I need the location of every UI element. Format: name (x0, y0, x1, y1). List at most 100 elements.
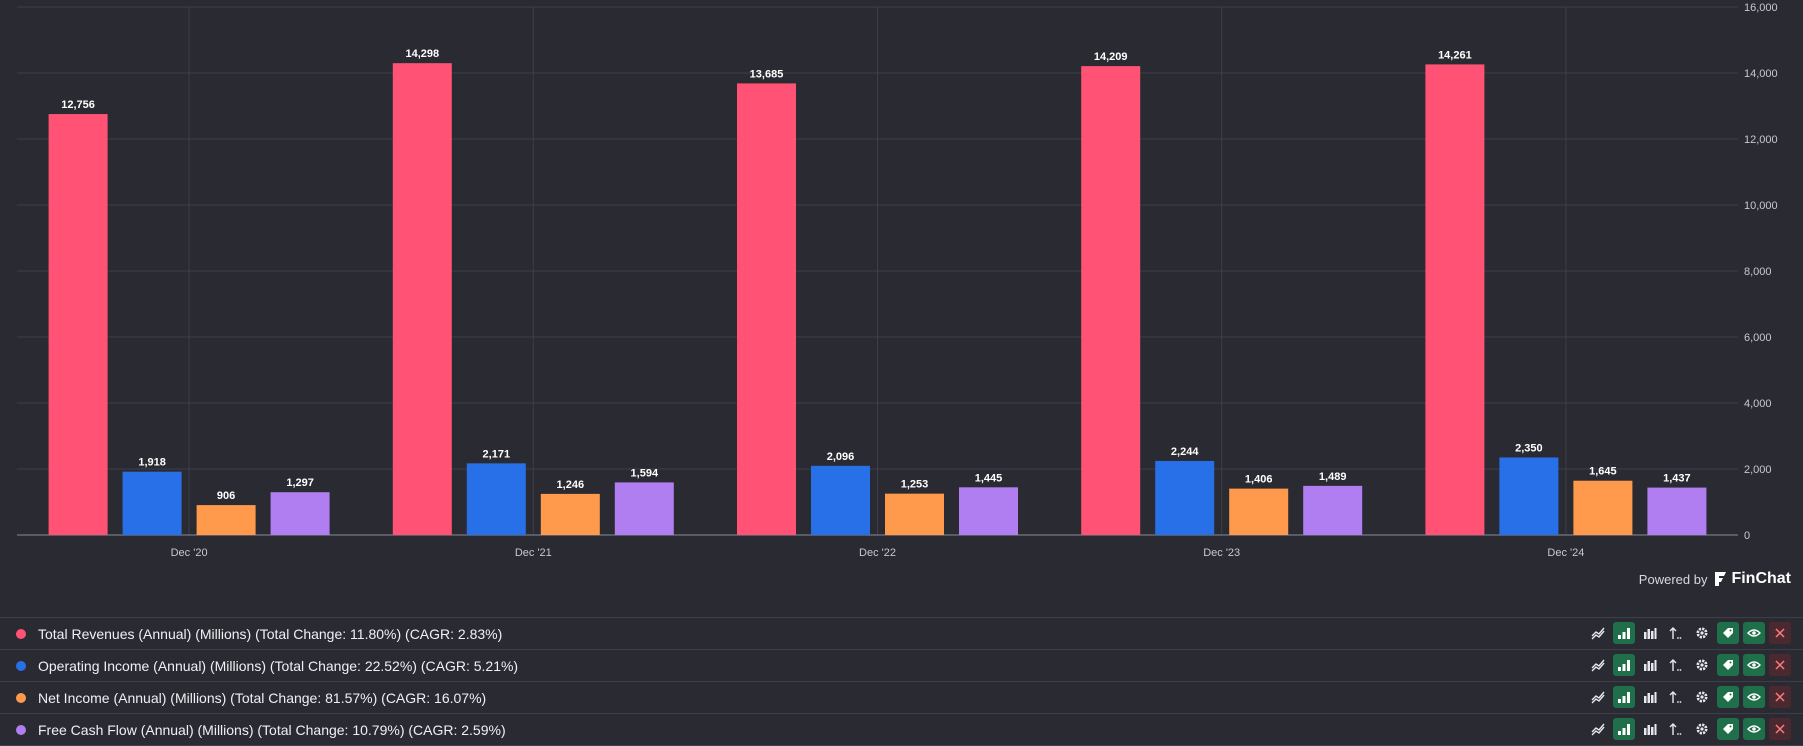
bar (48, 114, 108, 535)
bar (466, 463, 526, 535)
data-label: 1,594 (631, 467, 659, 479)
finchat-logo-icon (1715, 572, 1727, 586)
y-tick-label: 10,000 (1744, 200, 1778, 212)
series-tools (1587, 654, 1791, 676)
series-color-dot (16, 660, 26, 671)
sort-icon[interactable] (1665, 622, 1687, 644)
legend-label: Total Revenues (Annual) (Millions) (Tota… (38, 625, 503, 642)
bar (1499, 457, 1559, 535)
bar (1303, 485, 1363, 535)
legend-row-free-cash-flow[interactable]: Free Cash Flow (Annual) (Millions) (Tota… (0, 713, 1803, 746)
bar (614, 482, 674, 535)
bar (1229, 488, 1289, 535)
legend-label: Net Income (Annual) (Millions) (Total Ch… (38, 689, 487, 706)
legend-row-operating-income[interactable]: Operating Income (Annual) (Millions) (To… (0, 649, 1803, 681)
grouped-bar-icon[interactable] (1639, 718, 1661, 740)
bar (885, 493, 944, 535)
data-label: 14,209 (1094, 51, 1128, 63)
sort-icon[interactable] (1665, 686, 1687, 708)
data-label: 2,350 (1515, 442, 1543, 454)
bar (1081, 66, 1141, 535)
data-label: 2,171 (483, 448, 511, 460)
x-tick-label: Dec '21 (515, 547, 552, 559)
bar-chart-icon[interactable] (1613, 718, 1635, 740)
series-color-dot (16, 724, 26, 735)
gear-icon[interactable] (1691, 686, 1713, 708)
sort-icon[interactable] (1665, 654, 1687, 676)
close-icon[interactable] (1769, 718, 1791, 740)
tag-icon[interactable] (1717, 718, 1739, 740)
close-icon[interactable] (1769, 654, 1791, 676)
bar (811, 465, 870, 535)
line-chart-icon[interactable] (1587, 686, 1609, 708)
bar (737, 83, 796, 536)
data-label: 12,756 (61, 99, 95, 111)
gear-icon[interactable] (1691, 718, 1713, 740)
line-chart-icon[interactable] (1587, 622, 1609, 644)
y-tick-label: 6,000 (1744, 332, 1772, 344)
gear-icon[interactable] (1691, 622, 1713, 644)
bar-chart-icon[interactable] (1613, 654, 1635, 676)
bar (392, 63, 452, 535)
bar-chart-icon[interactable] (1613, 686, 1635, 708)
data-label: 1,253 (901, 479, 929, 491)
x-tick-label: Dec '20 (171, 547, 208, 559)
y-tick-label: 16,000 (1744, 2, 1778, 14)
line-chart-icon[interactable] (1587, 654, 1609, 676)
series-tools (1587, 686, 1791, 708)
y-tick-label: 14,000 (1744, 68, 1778, 80)
bar (196, 505, 256, 535)
sort-icon[interactable] (1665, 718, 1687, 740)
eye-icon[interactable] (1743, 622, 1765, 644)
line-chart-icon[interactable] (1587, 718, 1609, 740)
legend-label: Free Cash Flow (Annual) (Millions) (Tota… (38, 721, 506, 738)
bar (122, 471, 182, 535)
bar (1155, 460, 1215, 535)
data-label: 13,685 (750, 68, 784, 80)
x-tick-label: Dec '22 (859, 547, 896, 559)
series-color-dot (16, 628, 26, 639)
powered-by-text: Powered by (1638, 571, 1708, 587)
close-icon[interactable] (1769, 622, 1791, 644)
bar-chart-icon[interactable] (1613, 622, 1635, 644)
data-label: 1,246 (557, 479, 585, 491)
powered-by: Powered by FinChat (1639, 570, 1791, 588)
gear-icon[interactable] (1691, 654, 1713, 676)
y-tick-label: 8,000 (1744, 266, 1772, 278)
legend-row-net-income[interactable]: Net Income (Annual) (Millions) (Total Ch… (0, 681, 1803, 713)
x-tick-label: Dec '23 (1203, 547, 1240, 559)
grouped-bar-icon[interactable] (1639, 654, 1661, 676)
eye-icon[interactable] (1743, 654, 1765, 676)
data-label: 14,298 (405, 48, 439, 60)
tag-icon[interactable] (1717, 622, 1739, 644)
data-label: 1,406 (1245, 474, 1273, 486)
finchat-logo[interactable]: FinChat (1713, 570, 1791, 588)
bar (1573, 480, 1633, 535)
legend-row-total-revenues[interactable]: Total Revenues (Annual) (Millions) (Tota… (0, 617, 1803, 649)
data-label: 1,645 (1589, 466, 1617, 478)
tag-icon[interactable] (1717, 686, 1739, 708)
data-label: 906 (217, 490, 235, 502)
close-icon[interactable] (1769, 686, 1791, 708)
y-tick-label: 2,000 (1744, 464, 1772, 476)
bar-chart: 0 2,000 4,000 6,000 8,000 10,000 12,000 14,000 1… (17, 2, 1778, 559)
tag-icon[interactable] (1717, 654, 1739, 676)
eye-icon[interactable] (1743, 718, 1765, 740)
series-legend: Total Revenues (Annual) (Millions) (Tota… (0, 617, 1803, 746)
bar (959, 487, 1018, 535)
bar (1425, 64, 1485, 536)
eye-icon[interactable] (1743, 686, 1765, 708)
bar (540, 493, 600, 535)
y-tick-label: 12,000 (1744, 134, 1778, 146)
series-tools (1587, 718, 1791, 740)
bar (270, 492, 330, 535)
brand-name: FinChat (1731, 570, 1791, 587)
series-tools (1587, 622, 1791, 644)
grouped-bar-icon[interactable] (1639, 686, 1661, 708)
data-label: 2,096 (827, 451, 855, 463)
x-tick-label: Dec '24 (1547, 547, 1584, 559)
legend-label: Operating Income (Annual) (Millions) (To… (38, 657, 519, 674)
grouped-bar-icon[interactable] (1639, 622, 1661, 644)
data-label: 1,489 (1319, 471, 1347, 483)
data-label: 1,445 (975, 472, 1003, 484)
